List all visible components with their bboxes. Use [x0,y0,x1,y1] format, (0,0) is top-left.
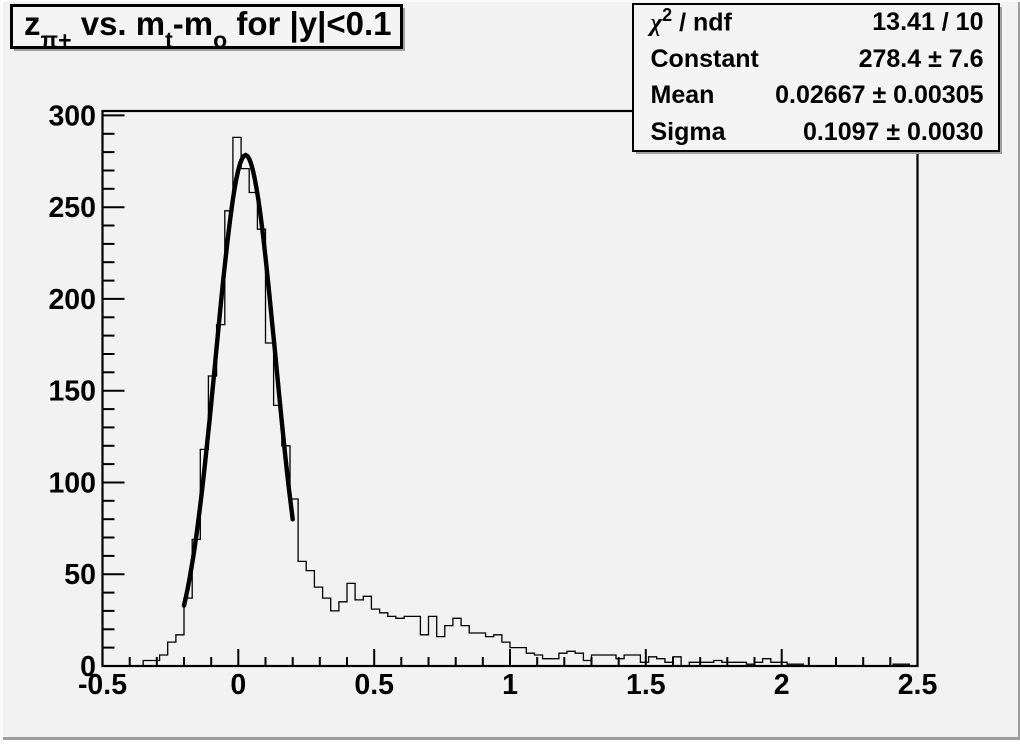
svg-text:250: 250 [48,192,96,224]
svg-text:0: 0 [230,669,246,701]
svg-text:0: 0 [80,651,96,683]
svg-text:300: 300 [48,100,96,132]
svg-text:1: 1 [502,669,518,701]
svg-text:100: 100 [48,468,96,500]
svg-text:0.5: 0.5 [354,669,394,701]
svg-text:1.5: 1.5 [626,669,666,701]
svg-text:2.5: 2.5 [898,669,938,701]
svg-text:200: 200 [48,284,96,316]
svg-text:-0.5: -0.5 [78,669,127,701]
svg-text:150: 150 [48,376,96,408]
svg-text:50: 50 [64,559,96,591]
svg-text:2: 2 [774,669,790,701]
